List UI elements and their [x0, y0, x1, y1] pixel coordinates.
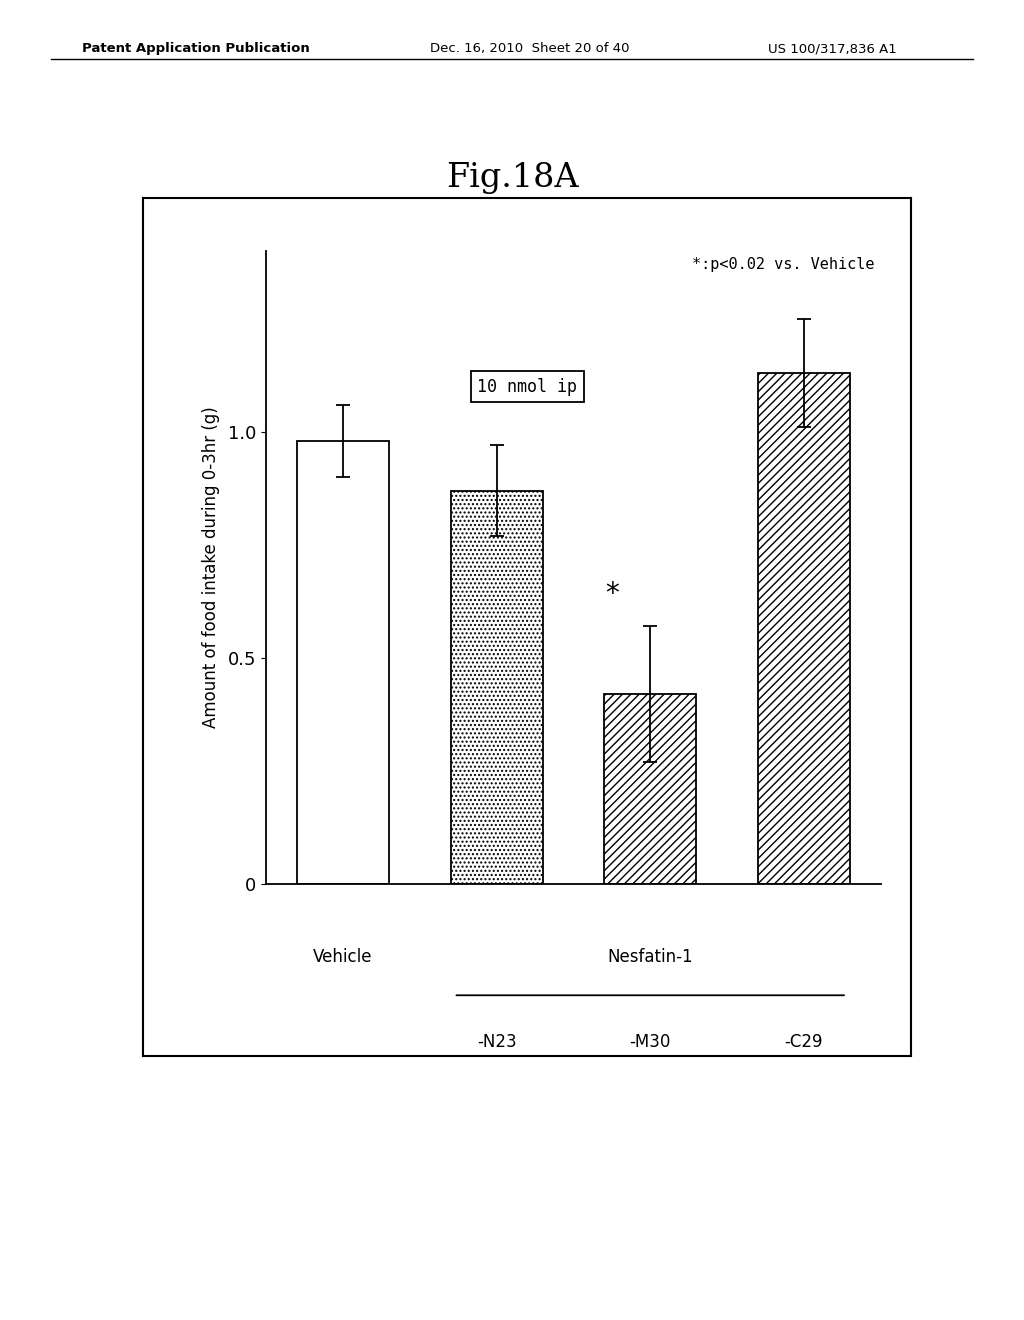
- Text: Nesfatin-1: Nesfatin-1: [607, 948, 693, 966]
- Text: *: *: [605, 581, 618, 609]
- Text: Dec. 16, 2010  Sheet 20 of 40: Dec. 16, 2010 Sheet 20 of 40: [430, 42, 630, 55]
- Y-axis label: Amount of food intake during 0-3hr (g): Amount of food intake during 0-3hr (g): [202, 407, 220, 729]
- Text: Patent Application Publication: Patent Application Publication: [82, 42, 309, 55]
- Text: US 100/317,836 A1: US 100/317,836 A1: [768, 42, 897, 55]
- Text: 10 nmol ip: 10 nmol ip: [477, 378, 578, 396]
- Bar: [758, 374, 850, 884]
- Bar: [297, 441, 389, 884]
- Text: Fig.18A: Fig.18A: [445, 162, 579, 194]
- Text: -N23: -N23: [477, 1034, 516, 1051]
- Text: Vehicle: Vehicle: [313, 948, 373, 966]
- Text: *:p<0.02 vs. Vehicle: *:p<0.02 vs. Vehicle: [692, 257, 874, 272]
- Text: -M30: -M30: [630, 1034, 671, 1051]
- Text: -C29: -C29: [784, 1034, 823, 1051]
- Bar: [604, 694, 696, 884]
- Bar: [451, 491, 543, 884]
